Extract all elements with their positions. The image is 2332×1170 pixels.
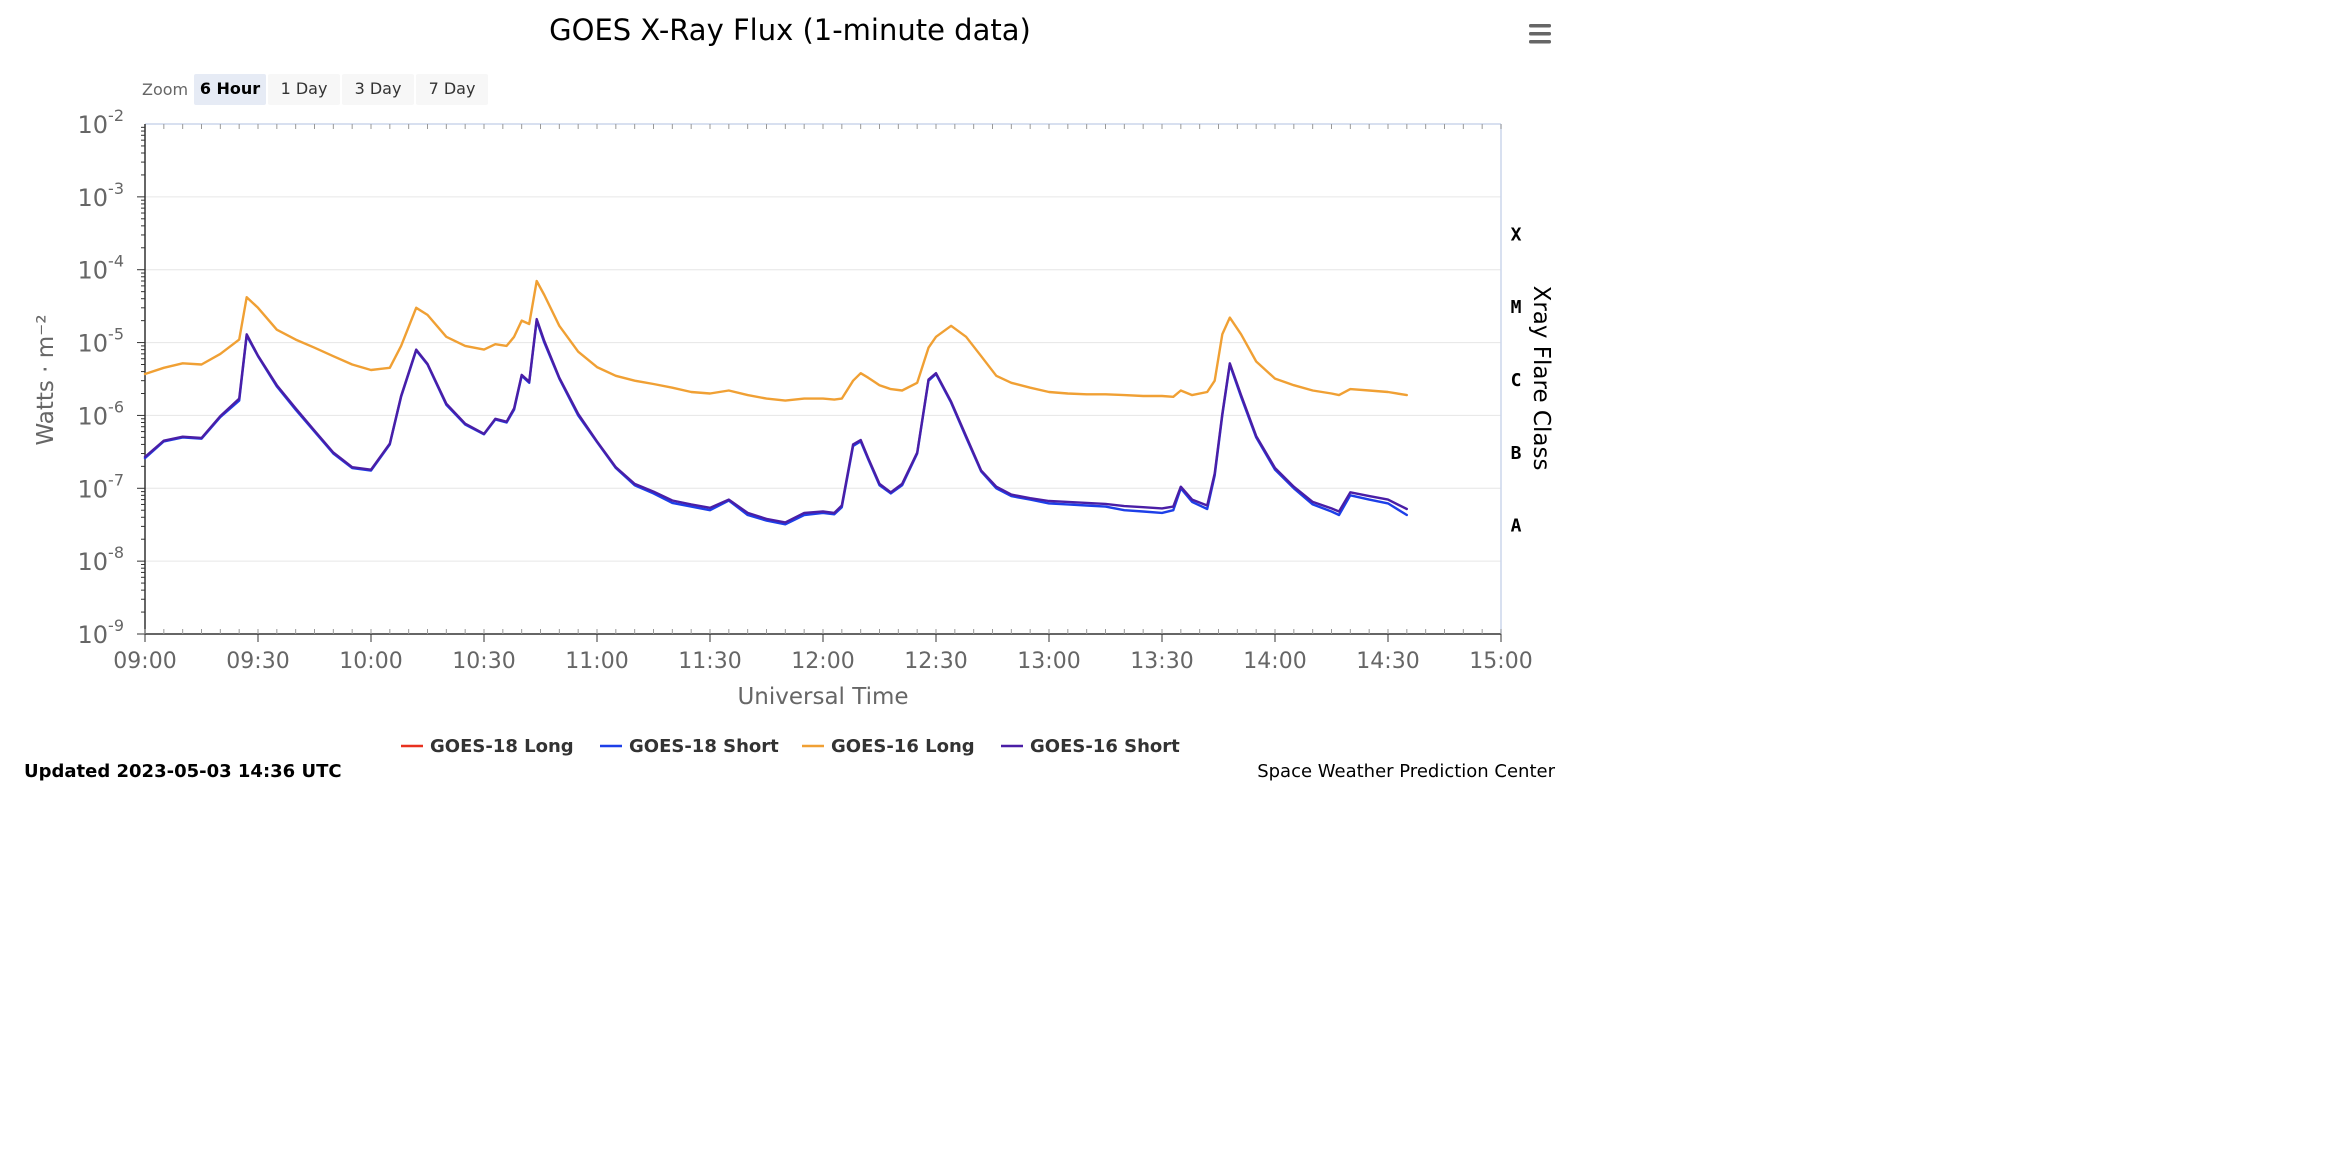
y-tick-label: 10-6 [78,397,125,430]
y-tick-label: 10-8 [78,543,125,576]
x-tick-label: 09:00 [113,649,176,674]
xray-flux-chart: GOES X-Ray Flux (1-minute data) Zoom 6 H… [0,0,1567,786]
series-layer [143,279,1408,526]
series-line-goes-16-short [143,317,1408,524]
zoom-button-bg [194,74,266,105]
legend-item-goes-16-short[interactable]: GOES-16 Short [1001,736,1180,757]
zoom-button-label: 1 Day [281,79,328,98]
x-axis: 09:00 09:30 10:00 10:30 11:00 11:30 12:00 12:30… [113,629,1533,674]
legend-label: GOES-16 Long [831,736,975,757]
x-tick-label: 15:00 [1469,649,1532,674]
flare-class-labels: X M C B A [1511,224,1522,536]
y-axis-title: Watts · m⁻² [33,314,59,445]
x-tick-label: 11:00 [565,649,628,674]
y-tick-label: 10-4 [78,252,125,285]
right-axis-title: Xray Flare Class [1528,286,1554,471]
x-axis-title: Universal Time [737,684,908,710]
legend-item-goes-16-long[interactable]: GOES-16 Long [802,736,975,757]
zoom-button-6-hour[interactable]: 6 Hour [194,74,266,105]
x-tick-label: 11:30 [678,649,741,674]
x-tick-label: 09:30 [226,649,289,674]
zoom-button-bg [342,74,414,105]
legend: GOES-18 Long GOES-18 Short GOES-16 Long GOE… [401,736,1180,757]
zoom-button-label: 7 Day [429,79,476,98]
x-tick-label: 12:00 [791,649,854,674]
zoom-selector: Zoom 6 Hour 1 Day 3 Day 7 Day [142,74,488,105]
zoom-button-7-day[interactable]: 7 Day [416,74,488,105]
updated-timestamp: Updated 2023-05-03 14:36 UTC [24,761,342,782]
x-tick-label: 10:30 [452,649,515,674]
legend-item-goes-18-long[interactable]: GOES-18 Long [401,736,574,757]
plot-area [144,123,1502,635]
y-axis: 10-2 10-3 10-4 10-5 10-6 10-7 10-8 10-9 [78,106,146,649]
legend-label: GOES-18 Short [629,736,779,757]
x-tick-label: 12:30 [904,649,967,674]
flare-class-label: M [1511,297,1522,318]
hamburger-menu-icon[interactable] [1524,20,1556,48]
plot-background [145,124,1501,634]
flare-class-label: X [1511,224,1522,245]
zoom-button-3-day[interactable]: 3 Day [342,74,414,105]
zoom-button-1-day[interactable]: 1 Day [268,74,340,105]
chart-title: GOES X-Ray Flux (1-minute data) [549,13,1031,47]
x-tick-label: 13:30 [1130,649,1193,674]
y-tick-label: 10-9 [78,616,125,649]
legend-label: GOES-16 Short [1030,736,1180,757]
source-credit: Space Weather Prediction Center [1257,761,1555,782]
y-tick-label: 10-5 [78,325,125,358]
flare-class-label: B [1511,443,1522,464]
zoom-label: Zoom [142,80,188,99]
zoom-button-bg [268,74,340,105]
x-tick-label: 13:00 [1017,649,1080,674]
series-line-goes-16-long [143,279,1408,402]
x-tick-label: 10:00 [339,649,402,674]
legend-label: GOES-18 Long [430,736,574,757]
y-tick-label: 10-7 [78,470,125,503]
flare-class-label: A [1511,516,1522,537]
legend-item-goes-18-short[interactable]: GOES-18 Short [600,736,779,757]
y-tick-label: 10-3 [78,179,125,212]
zoom-button-bg [416,74,488,105]
zoom-button-label: 6 Hour [200,79,260,98]
y-tick-label: 10-2 [78,106,125,139]
chart-canvas: GOES X-Ray Flux (1-minute data) Zoom 6 H… [24,13,1556,782]
x-tick-label: 14:30 [1356,649,1419,674]
flare-class-label: C [1511,370,1522,391]
zoom-button-label: 3 Day [355,79,402,98]
x-tick-label: 14:00 [1243,649,1306,674]
